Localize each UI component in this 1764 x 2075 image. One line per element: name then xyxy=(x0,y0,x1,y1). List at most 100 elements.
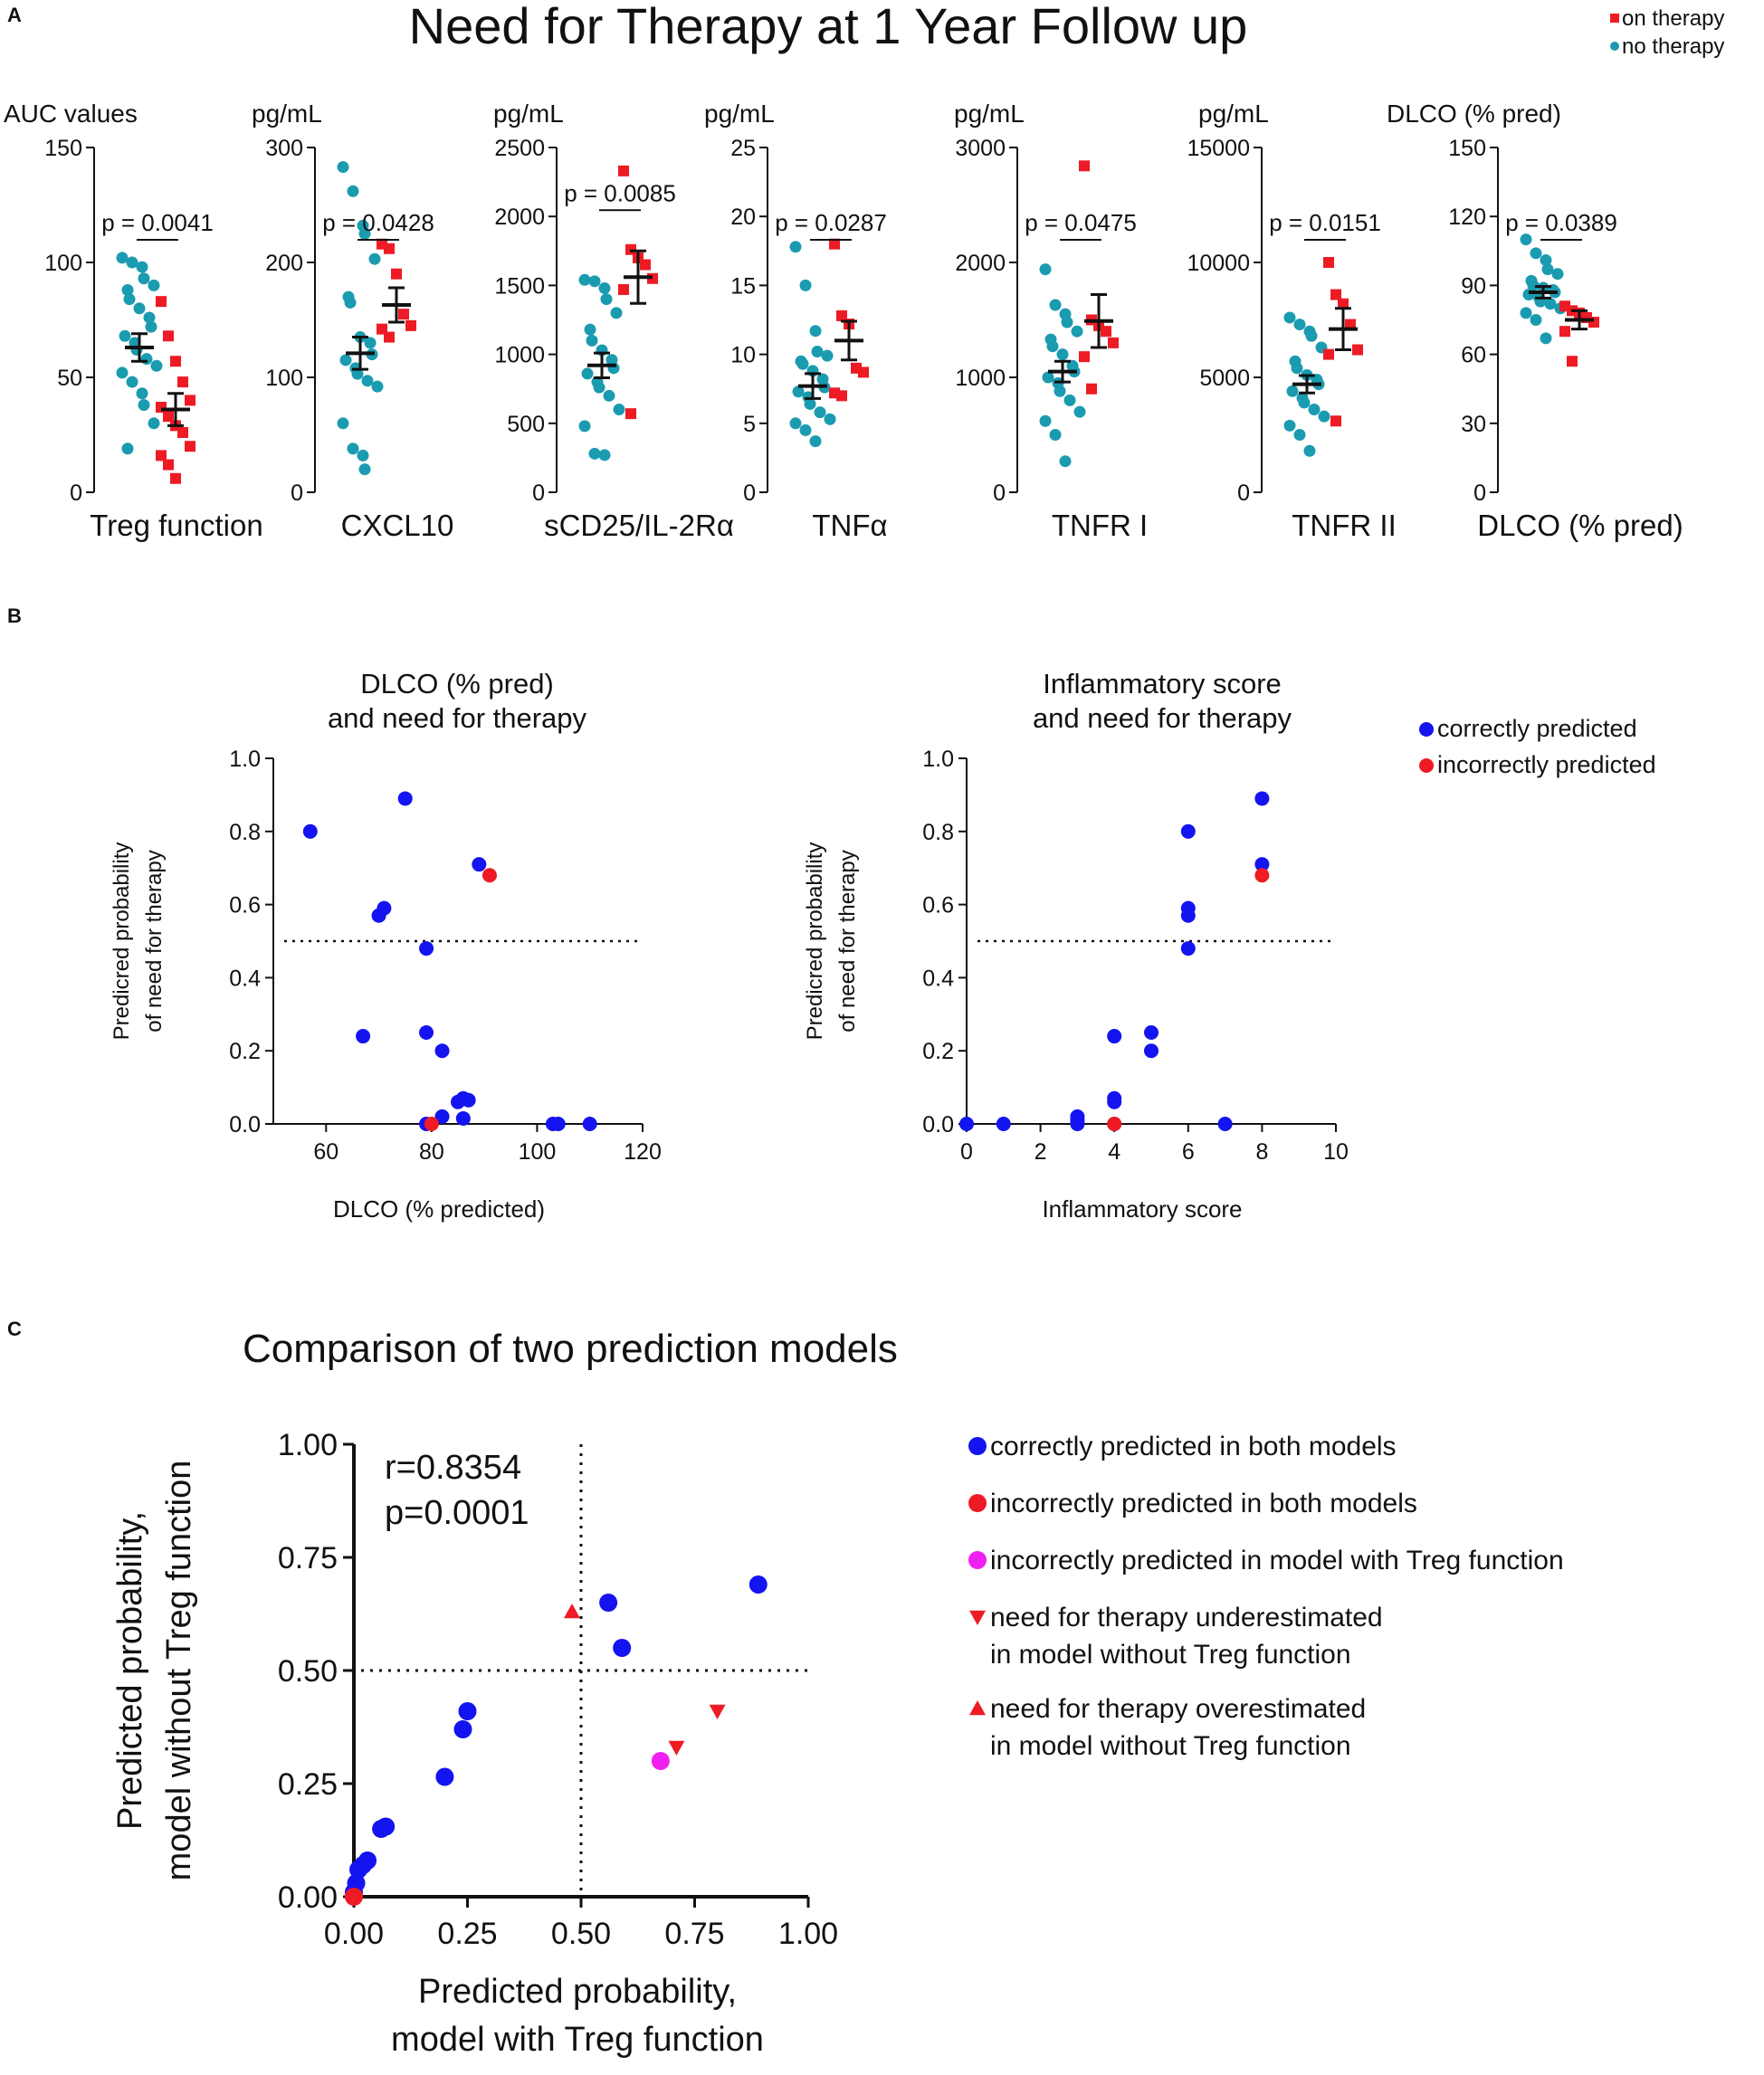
panel-a-legend: on therapy no therapy xyxy=(1610,6,1724,59)
p-value-label: p = 0.0287 xyxy=(775,209,887,236)
data-point xyxy=(578,273,591,286)
data-point xyxy=(349,1861,368,1879)
p-value-label: p = 0.0085 xyxy=(564,179,676,206)
data-point xyxy=(356,1029,371,1044)
legend-marker xyxy=(969,1700,986,1716)
x-tick-label: 1.00 xyxy=(778,1917,838,1951)
data-point xyxy=(347,443,359,455)
data-point xyxy=(1108,337,1119,348)
data-point xyxy=(405,319,416,331)
data-point xyxy=(581,367,594,380)
data-point xyxy=(1046,340,1059,353)
dot-plot-7: DLCO (% pred) 0 30 60 90 120 150 DLCO (% pred) p… xyxy=(1387,100,1683,542)
data-point xyxy=(1323,348,1334,360)
y-tick-label: 1000 xyxy=(955,366,1006,391)
data-point xyxy=(578,420,591,433)
data-point xyxy=(1530,247,1542,260)
data-point xyxy=(1522,289,1535,301)
y-tick-label: 0.50 xyxy=(278,1654,338,1689)
p-value-label: p = 0.0475 xyxy=(1025,209,1137,236)
data-point xyxy=(598,281,611,294)
x-tick-label: 100 xyxy=(519,1139,557,1165)
data-point xyxy=(1352,344,1363,356)
data-point xyxy=(796,357,809,370)
y-tick-label: 60 xyxy=(1461,343,1486,368)
legend-label: no therapy xyxy=(1622,34,1724,59)
data-point xyxy=(1042,371,1054,384)
data-point xyxy=(613,404,625,416)
data-point xyxy=(345,1888,363,1906)
data-point xyxy=(398,309,409,320)
data-point xyxy=(1073,405,1086,418)
x-axis-label: TNFR I xyxy=(1052,509,1148,542)
y-tick-label: 100 xyxy=(265,366,303,391)
data-point xyxy=(836,390,847,402)
data-point xyxy=(472,857,487,872)
y-axis-label: model without Treg function xyxy=(160,1461,198,1881)
y-tick-label: 0 xyxy=(993,481,1006,506)
data-point xyxy=(435,1767,454,1786)
data-point xyxy=(344,296,357,309)
data-point xyxy=(586,334,598,347)
y-tick-label: 0.8 xyxy=(229,820,261,845)
dot-plot-4: pg/mL 0 5 10 15 20 25 TNFα p = 0.0287 xyxy=(704,100,888,542)
data-point xyxy=(1039,414,1052,427)
data-point xyxy=(384,243,395,254)
y-tick-label: 0.00 xyxy=(278,1880,338,1915)
data-point xyxy=(809,435,822,448)
legend-label: incorrectly predicted in model with Treg… xyxy=(990,1546,1564,1575)
y-tick-label: 2500 xyxy=(494,136,545,161)
data-point xyxy=(1291,362,1303,375)
data-point xyxy=(185,441,195,452)
data-point xyxy=(1079,351,1090,363)
unit-label: pg/mL xyxy=(1198,100,1269,128)
unit-label: AUC values xyxy=(4,100,138,128)
data-point xyxy=(1283,311,1296,324)
y-tick-label: 200 xyxy=(265,251,303,276)
x-axis-label: CXCL10 xyxy=(341,509,454,542)
data-point xyxy=(419,941,434,957)
x-tick-label: 60 xyxy=(313,1139,338,1165)
x-axis-label: sCD25/IL-2Rα xyxy=(544,509,734,542)
data-point xyxy=(1520,307,1532,319)
data-point xyxy=(1541,263,1554,276)
data-point xyxy=(789,417,802,430)
data-point xyxy=(1101,326,1111,338)
y-tick-label: 25 xyxy=(730,136,756,161)
data-point xyxy=(1049,299,1062,311)
data-point xyxy=(1071,325,1083,338)
data-point xyxy=(618,165,629,176)
data-point xyxy=(584,323,596,336)
data-point xyxy=(603,389,615,402)
data-point xyxy=(582,1117,597,1131)
legend-label: incorrectly predicted xyxy=(1437,751,1656,778)
x-axis-label: Treg function xyxy=(90,509,262,542)
data-point xyxy=(1540,253,1552,266)
data-point xyxy=(1059,455,1072,468)
y-tick-label: 15000 xyxy=(1187,136,1250,161)
data-point xyxy=(185,395,195,406)
y-tick-label: 100 xyxy=(44,251,82,276)
dot-plot-5: pg/mL 0 1000 2000 3000 TNFR I p = 0.0475 xyxy=(954,100,1148,542)
y-tick-label: 0.0 xyxy=(229,1112,261,1137)
data-point xyxy=(126,376,138,388)
data-point xyxy=(1056,348,1069,361)
data-point xyxy=(1144,1043,1159,1059)
x-tick-label: 120 xyxy=(624,1139,662,1165)
data-point xyxy=(1318,410,1330,423)
data-point xyxy=(384,331,395,343)
data-point xyxy=(434,1109,450,1124)
data-point xyxy=(836,309,847,321)
data-point xyxy=(613,1639,632,1657)
unit-label: pg/mL xyxy=(704,100,775,128)
correlation-annotation: r=0.8354 xyxy=(385,1449,521,1487)
data-point xyxy=(143,311,156,324)
data-point xyxy=(302,823,318,839)
data-point xyxy=(138,398,150,411)
chart-title: and need for therapy xyxy=(1033,702,1292,734)
data-point xyxy=(1107,1117,1122,1131)
x-axis-label: model with Treg function xyxy=(391,2021,764,2059)
data-point xyxy=(651,1752,670,1770)
